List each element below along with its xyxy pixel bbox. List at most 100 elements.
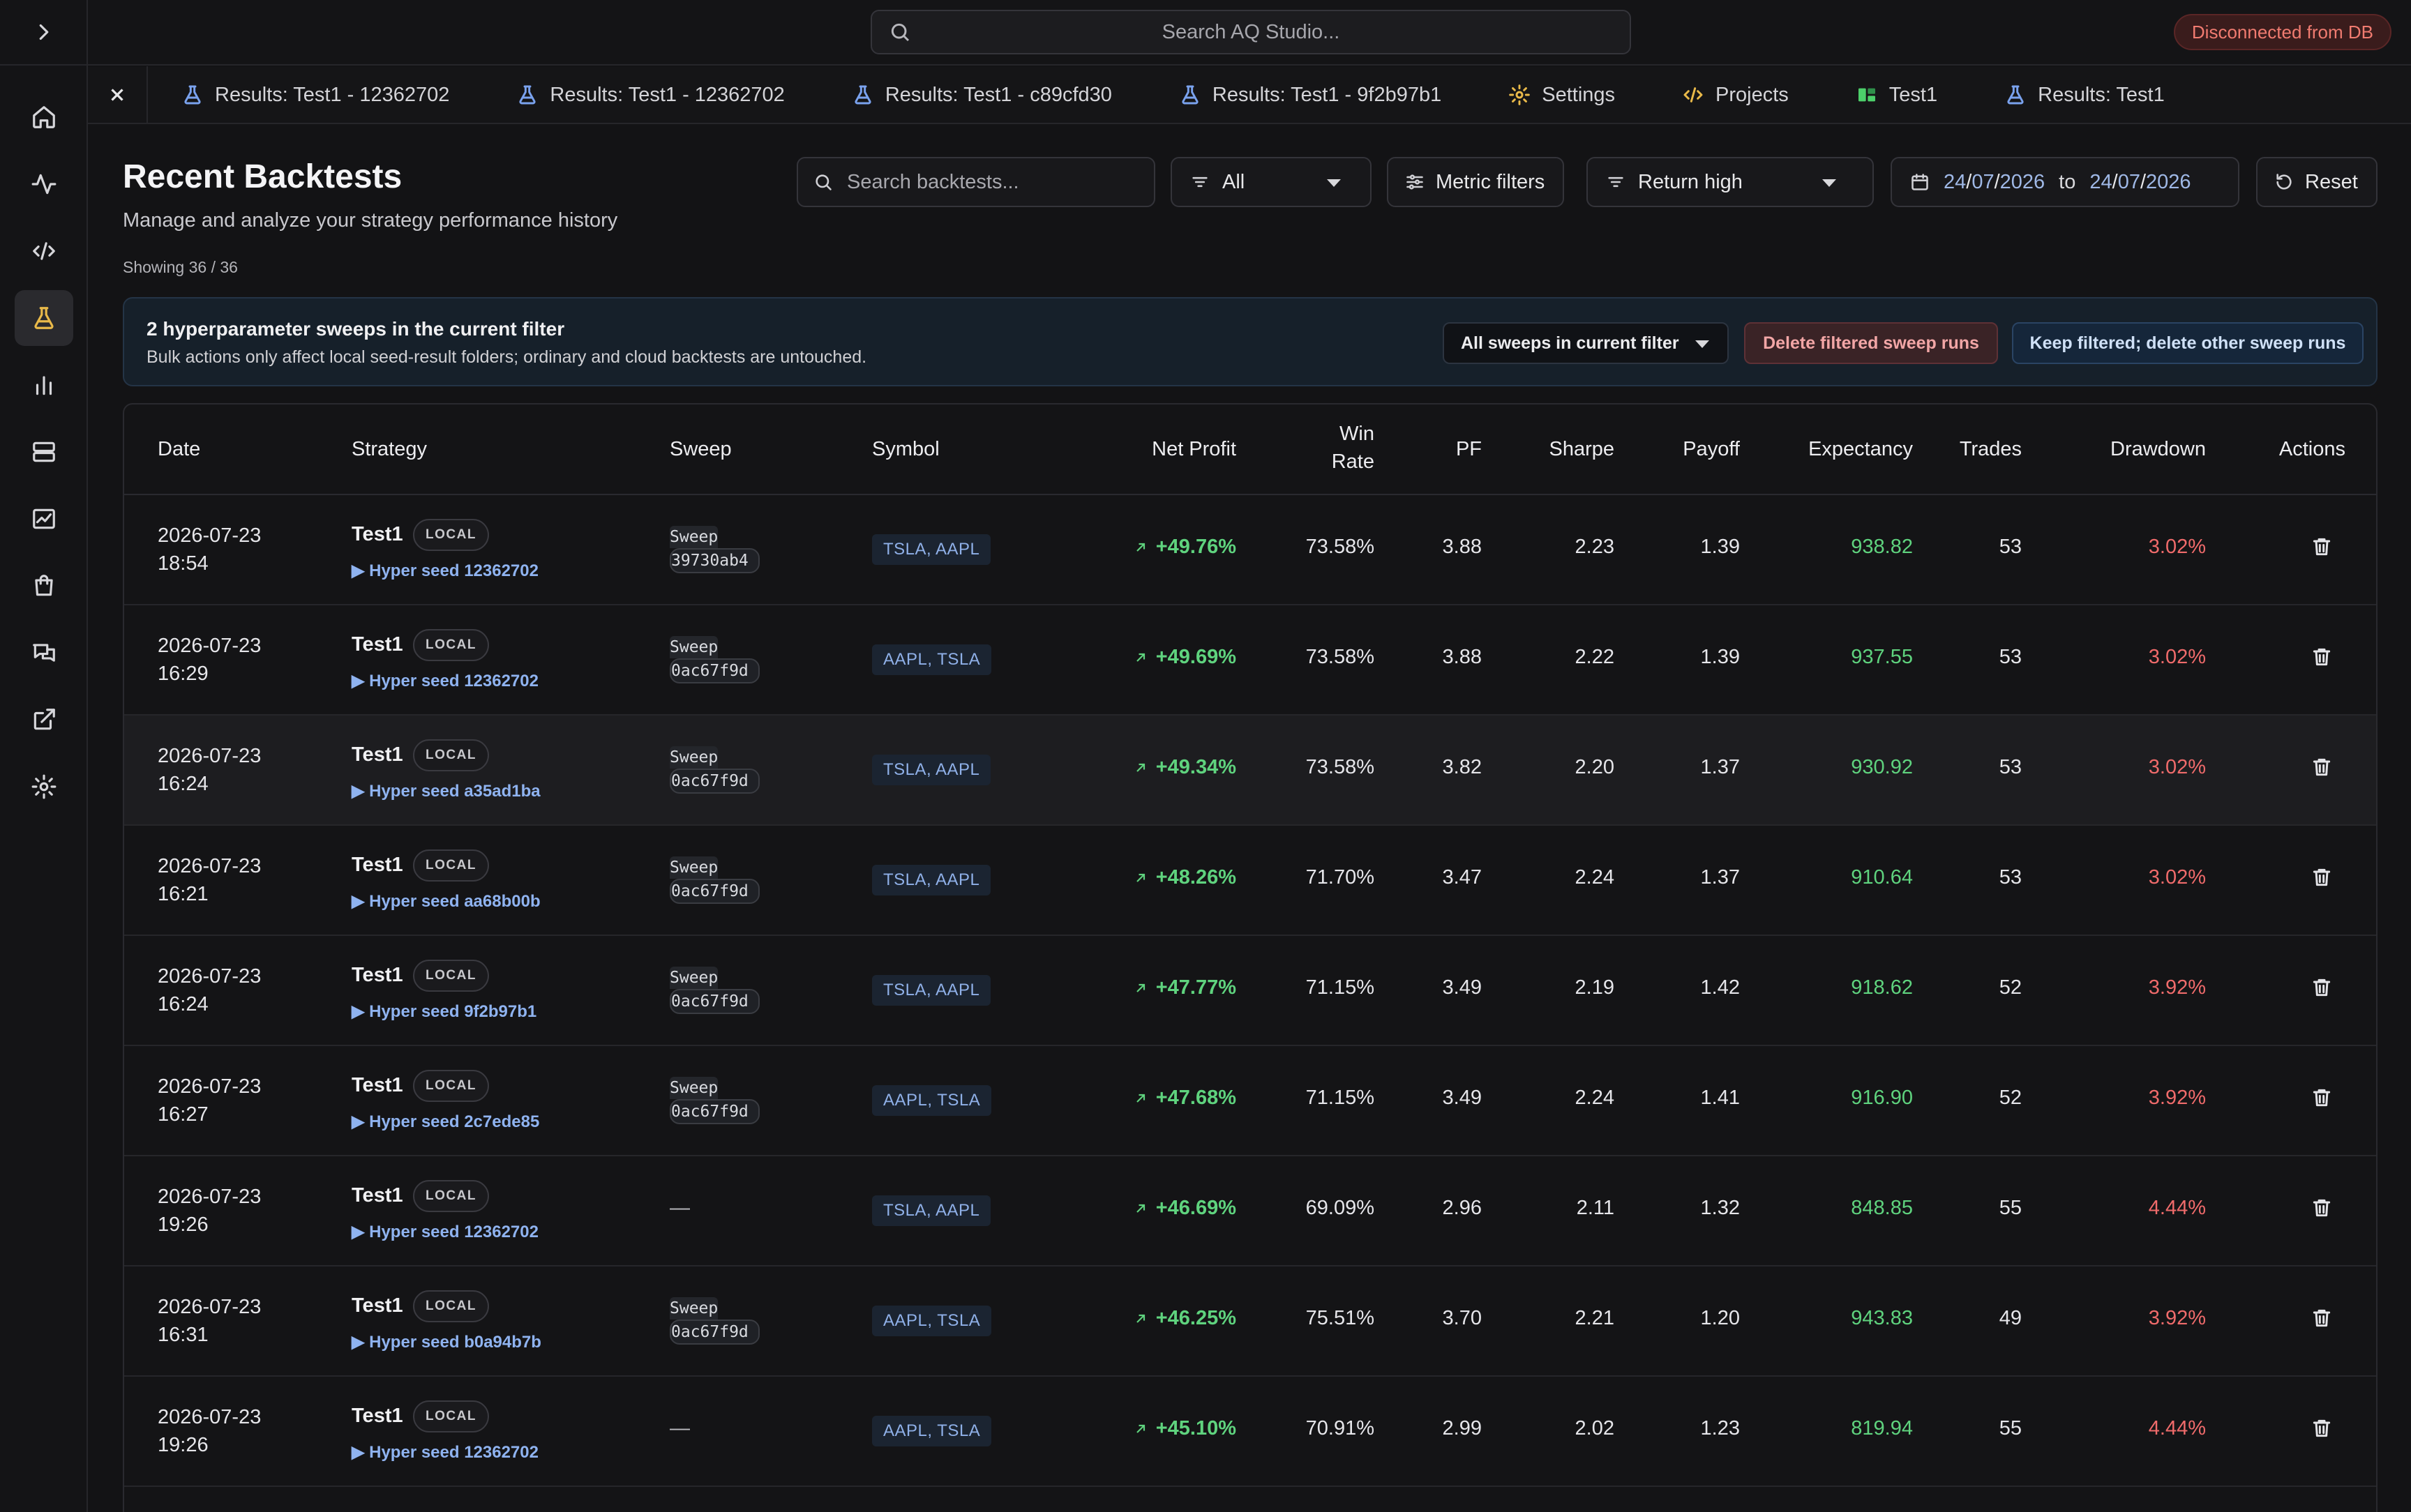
row-pf: 3.49 <box>1442 1087 1482 1109</box>
row-strategy[interactable]: Test1 <box>352 1184 403 1207</box>
delete-row-button[interactable] <box>2311 646 2333 674</box>
tab-label: Results: Test1 - 12362702 <box>550 83 785 106</box>
col-pf[interactable]: PF <box>1455 438 1482 460</box>
col-net-profit[interactable]: Net Profit <box>1152 438 1236 460</box>
row-strategy[interactable]: Test1 <box>352 854 403 876</box>
row-date-day: 2026-07-23 <box>158 1296 262 1318</box>
sweep-tag[interactable]: Sweep 0ac67f9d <box>670 967 760 1014</box>
expand-sidebar-button[interactable] <box>0 0 88 66</box>
col-trades[interactable]: Trades <box>1959 438 2022 460</box>
date-from[interactable]: 24/07/2026 <box>1944 171 2045 194</box>
row-strategy[interactable]: Test1 <box>352 743 403 766</box>
delete-row-button[interactable] <box>2311 756 2333 784</box>
nav-backtests[interactable] <box>15 290 73 346</box>
col-win-rate-line1[interactable]: Win <box>1339 423 1374 445</box>
row-strategy[interactable]: Test1 <box>352 1294 403 1317</box>
tab-label: Results: Test1 - 9f2b97b1 <box>1212 83 1442 106</box>
nav-settings[interactable] <box>15 759 73 815</box>
row-seed-link[interactable]: ▶ Hyper seed 12362702 <box>352 1223 539 1241</box>
col-drawdown[interactable]: Drawdown <box>2110 438 2206 460</box>
delete-row-button[interactable] <box>2311 536 2333 564</box>
row-date: 2026-07-23 16:27 <box>158 1073 261 1128</box>
col-strategy[interactable]: Strategy <box>352 438 427 460</box>
nav-activity[interactable] <box>15 156 73 212</box>
delete-row-button[interactable] <box>2311 1417 2333 1445</box>
table-row[interactable]: 2026-07-23 16:24 Test1 LOCAL ▶ Hyper see… <box>124 716 2376 826</box>
delete-row-button[interactable] <box>2311 1087 2333 1114</box>
table-row[interactable]: 2026-07-23 19:26 Test1 LOCAL ▶ Hyper see… <box>124 1377 2376 1487</box>
tab-4[interactable]: Settings <box>1475 66 1648 123</box>
delete-row-button[interactable] <box>2311 1307 2333 1335</box>
tab-3[interactable]: Results: Test1 - 9f2b97b1 <box>1146 66 1475 123</box>
date-to[interactable]: 24/07/2026 <box>2089 171 2191 194</box>
row-seed-link[interactable]: ▶ Hyper seed 9f2b97b1 <box>352 1002 537 1021</box>
nav-analytics[interactable] <box>15 491 73 547</box>
row-drawdown: 3.02% <box>2148 756 2206 778</box>
row-strategy[interactable]: Test1 <box>352 1074 403 1096</box>
table-row[interactable]: 2026-07-23 16:29 Test1 LOCAL ▶ Hyper see… <box>124 605 2376 716</box>
type-filter-select[interactable]: All <box>1171 157 1372 207</box>
tab-1[interactable]: Results: Test1 - 12362702 <box>483 66 818 123</box>
keep-filtered-sweeps-button[interactable]: Keep filtered; delete other sweep runs <box>2012 322 2364 364</box>
row-seed-link[interactable]: ▶ Hyper seed b0a94b7b <box>352 1333 541 1352</box>
delete-row-button[interactable] <box>2311 976 2333 1004</box>
sweep-tag[interactable]: Sweep 39730ab4 <box>670 526 760 573</box>
sweep-tag[interactable]: Sweep 0ac67f9d <box>670 856 760 904</box>
nav-chat[interactable] <box>15 625 73 681</box>
reset-button[interactable]: Reset <box>2256 157 2378 207</box>
db-status-badge[interactable]: Disconnected from DB <box>2173 14 2391 50</box>
table-row[interactable]: 2026-07-23 16:24 Test1 LOCAL ▶ Hyper see… <box>124 936 2376 1046</box>
row-strategy[interactable]: Test1 <box>352 1405 403 1427</box>
nav-code[interactable] <box>15 223 73 279</box>
col-symbol[interactable]: Symbol <box>872 438 940 460</box>
sweep-tag[interactable]: Sweep 0ac67f9d <box>670 636 760 683</box>
date-range-picker[interactable]: 24/07/2026 to 24/07/2026 <box>1891 157 2239 207</box>
delete-row-button[interactable] <box>2311 866 2333 894</box>
table-row[interactable]: 2026-07-23 18:54 Test1 LOCAL ▶ Hyper see… <box>124 495 2376 605</box>
row-strategy[interactable]: Test1 <box>352 523 403 545</box>
tab-2[interactable]: Results: Test1 - c89cfd30 <box>818 66 1146 123</box>
nav-external[interactable] <box>15 692 73 748</box>
col-sharpe[interactable]: Sharpe <box>1549 438 1614 460</box>
main-content: Recent Backtests Manage and analyze your… <box>88 126 2411 1512</box>
col-payoff[interactable]: Payoff <box>1683 438 1740 460</box>
nav-marketplace[interactable] <box>15 558 73 614</box>
row-seed-link[interactable]: ▶ Hyper seed 2c7ede85 <box>352 1112 540 1131</box>
row-strategy[interactable]: Test1 <box>352 964 403 986</box>
row-seed-link[interactable]: ▶ Hyper seed 12362702 <box>352 561 539 580</box>
delete-row-button[interactable] <box>2311 1197 2333 1225</box>
row-seed-link[interactable]: ▶ Hyper seed 12362702 <box>352 1443 539 1462</box>
row-seed-link[interactable]: ▶ Hyper seed a35ad1ba <box>352 782 541 801</box>
tab-5[interactable]: Projects <box>1648 66 1822 123</box>
table-row[interactable]: 2026-07-23 16:31 Test1 LOCAL ▶ Hyper see… <box>124 1267 2376 1377</box>
strategy-icon <box>1856 84 1878 106</box>
sweep-tag[interactable]: Sweep 0ac67f9d <box>670 1077 760 1124</box>
table-row[interactable]: 2026-07-23 19:26 Test1 LOCAL ▶ Hyper see… <box>124 1156 2376 1267</box>
row-seed-link[interactable]: ▶ Hyper seed aa68b00b <box>352 892 541 911</box>
row-seed-link[interactable]: ▶ Hyper seed 12362702 <box>352 672 539 690</box>
tab-0[interactable]: Results: Test1 - 12362702 <box>148 66 483 123</box>
metric-filters-button[interactable]: Metric filters <box>1387 157 1564 207</box>
close-tab-button[interactable] <box>88 66 148 123</box>
sweep-scope-select[interactable]: All sweeps in current filter <box>1443 322 1729 364</box>
arrow-up-right-icon <box>1136 543 1145 552</box>
row-strategy[interactable]: Test1 <box>352 633 403 656</box>
nav-data[interactable] <box>15 424 73 480</box>
nav-charts[interactable] <box>15 357 73 413</box>
sweep-tag[interactable]: Sweep 0ac67f9d <box>670 746 760 794</box>
sort-select[interactable]: Return high <box>1586 157 1874 207</box>
table-row[interactable]: 2026-07-23 16:27 Test1 LOCAL ▶ Hyper see… <box>124 1046 2376 1156</box>
delete-filtered-sweeps-button[interactable]: Delete filtered sweep runs <box>1744 322 1998 364</box>
row-win-rate: 71.70% <box>1305 866 1374 889</box>
tab-7[interactable]: Results: Test1 <box>1971 66 2198 123</box>
col-win-rate-line2[interactable]: Rate <box>1331 451 1374 473</box>
table-row[interactable]: 2026-07-23 16:21 Test1 LOCAL ▶ Hyper see… <box>124 826 2376 936</box>
col-expectancy[interactable]: Expectancy <box>1808 438 1913 460</box>
col-date[interactable]: Date <box>158 438 201 460</box>
backtest-search-input[interactable]: Search backtests... <box>797 157 1155 207</box>
sweep-tag[interactable]: Sweep 0ac67f9d <box>670 1297 760 1345</box>
col-sweep[interactable]: Sweep <box>670 438 732 460</box>
global-search-input[interactable]: Search AQ Studio... <box>871 10 1631 54</box>
tab-6[interactable]: Test1 <box>1822 66 1971 123</box>
nav-home[interactable] <box>15 89 73 145</box>
